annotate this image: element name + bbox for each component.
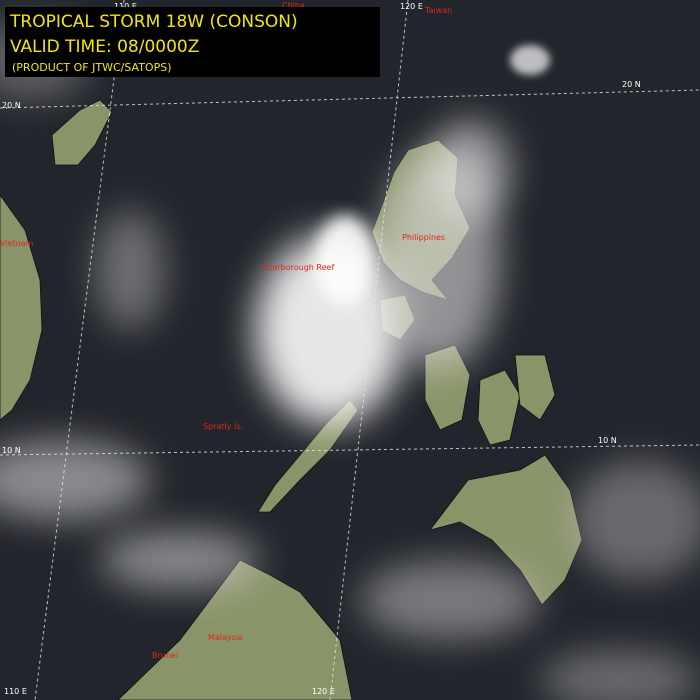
header-valid-time: VALID TIME: 08/0000Z	[10, 37, 199, 57]
header-title: TROPICAL STORM 18W (CONSON)	[9, 12, 298, 32]
cloud	[570, 460, 700, 580]
place-labels: China Taiwan Philippines Scarborough Ree…	[0, 1, 452, 660]
cloud	[510, 45, 550, 75]
place-label: Spratly Is.	[203, 422, 243, 431]
taiwan-land	[51, 99, 113, 166]
palawan-land	[257, 399, 359, 513]
grid-labels: 110 E 120 E 20 N 20 N 10 N 10 N 110 E 12…	[2, 2, 641, 696]
grid-label: 110 E	[114, 2, 137, 11]
cloud	[430, 120, 510, 220]
grid-label: 120 E	[312, 687, 335, 696]
parallel-20n	[0, 89, 700, 109]
grid-label: 20 N	[2, 101, 21, 110]
visayas-land-2	[477, 369, 521, 446]
parallel-10n	[0, 444, 700, 456]
cloud	[0, 440, 150, 520]
cloud	[360, 560, 540, 640]
mindanao-land	[428, 454, 583, 606]
cloud	[100, 530, 260, 590]
grid-label: 20 N	[622, 80, 641, 89]
place-label: China	[282, 1, 305, 10]
place-label: Scarborough Reef	[263, 263, 334, 272]
grid-label: 10 N	[2, 446, 21, 455]
place-label: Vietnam	[0, 239, 34, 248]
cloud	[540, 650, 700, 700]
header-background	[5, 7, 380, 77]
grid-label: 120 E	[400, 2, 423, 11]
place-label: Taiwan	[424, 6, 452, 15]
grid-label: 10 N	[598, 436, 617, 445]
place-label: Philippines	[402, 233, 445, 242]
meridian-110e	[34, 0, 125, 700]
samar-land	[514, 354, 556, 421]
grid-label: 110 E	[4, 687, 27, 696]
header-product: (PRODUCT OF JTWC/SATOPS)	[12, 61, 172, 74]
place-label: Brunei	[152, 651, 178, 660]
vietnam-land	[0, 194, 43, 421]
place-label: Malaysia	[208, 633, 243, 642]
borneo-land	[117, 559, 353, 700]
cloud	[95, 210, 165, 330]
header-box: TROPICAL STORM 18W (CONSON) VALID TIME: …	[5, 7, 380, 77]
cloud	[315, 215, 375, 305]
